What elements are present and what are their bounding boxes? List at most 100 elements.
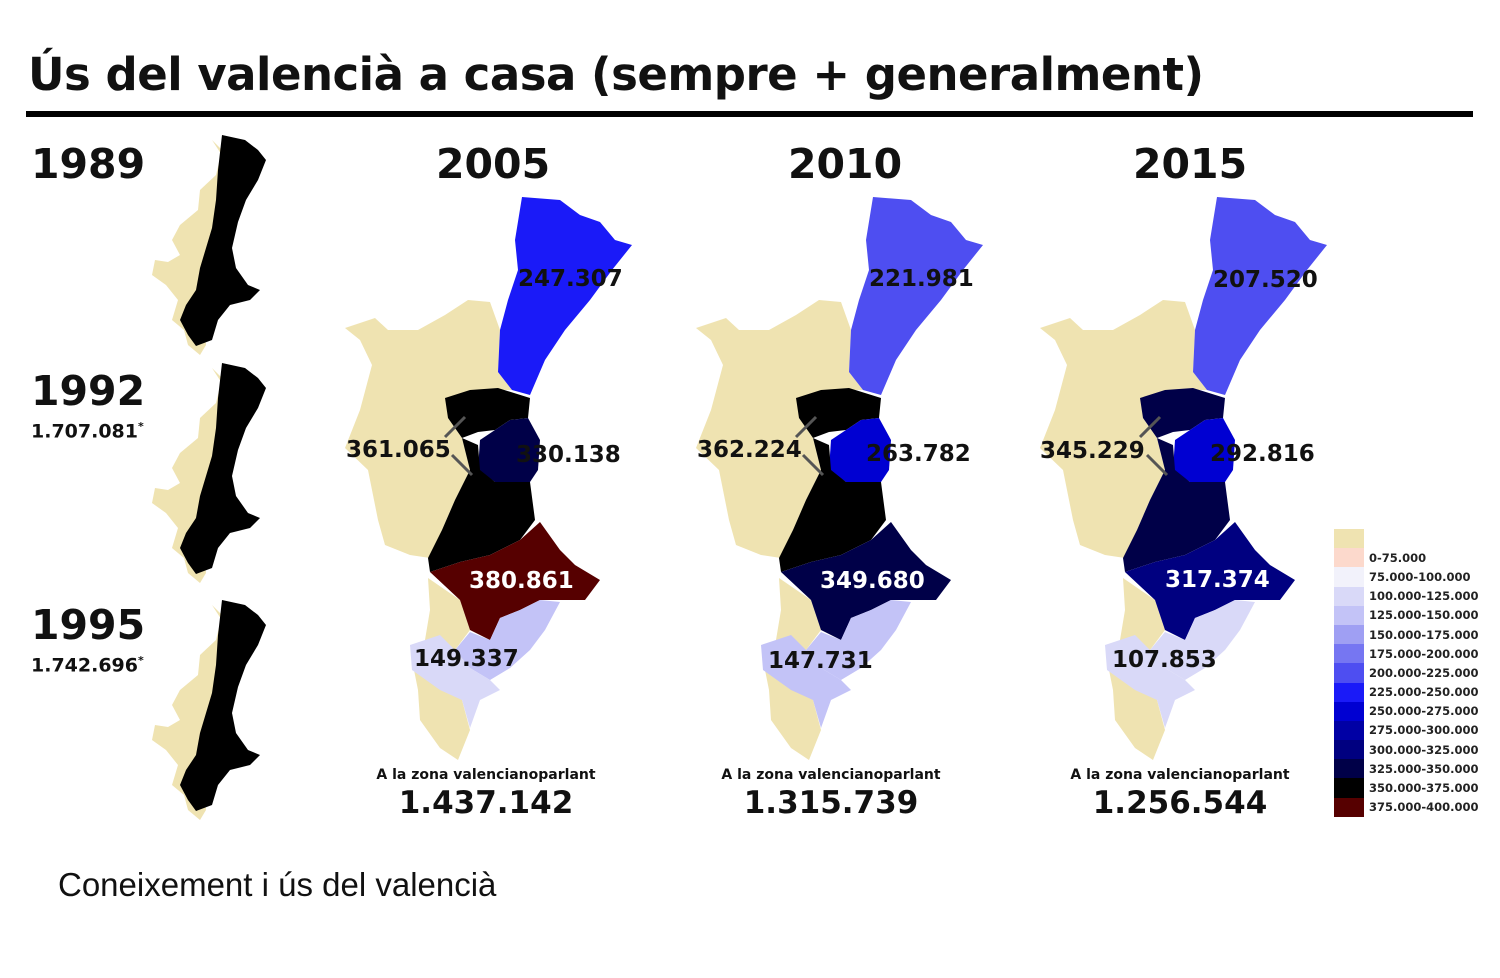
region-north: [849, 197, 983, 395]
legend-swatch: [1334, 644, 1364, 664]
legend-swatch: [1334, 701, 1364, 721]
map-year-2005: 2005: [436, 140, 551, 188]
value-label-2010-alicante: 147.731: [768, 648, 873, 674]
value-label-2015-east: 292.816: [1210, 441, 1315, 467]
region-east: [478, 418, 540, 482]
footer-caption: Coneixement i ús del valencià: [58, 866, 497, 903]
zone-total-2010: 1.315.739: [743, 785, 919, 821]
zone-label-2005: A la zona valencianoparlant: [376, 767, 596, 783]
small-map-1992: [152, 363, 266, 583]
leader-line: [801, 453, 825, 477]
region-east: [829, 418, 891, 482]
value-label-2010-west: 362.224: [697, 437, 802, 463]
zone-total-2005: 1.437.142: [398, 785, 574, 821]
value-label-2015-alicante: 107.853: [1112, 647, 1217, 673]
leader-line: [443, 415, 467, 439]
value-label-2015-south: 317.374: [1165, 567, 1270, 593]
legend-item: 150.000-175.000: [1334, 624, 1479, 645]
zone-label-2010: A la zona valencianoparlant: [721, 767, 941, 783]
legend-label: 275.000-300.000: [1369, 723, 1479, 738]
legend-swatch: [1334, 682, 1364, 702]
region-alicante: [806, 600, 911, 680]
value-label-2005-east: 330.138: [516, 442, 621, 468]
legend-item: 175.000-200.000: [1334, 644, 1479, 664]
legend-item: 350.000-375.000: [1334, 778, 1479, 798]
region-south: [1125, 522, 1295, 640]
legend-item: 275.000-300.000: [1334, 720, 1479, 741]
legend-label: 300.000-325.000: [1369, 742, 1479, 757]
legend-swatch: [1334, 624, 1364, 645]
legend-swatch: [1334, 586, 1364, 606]
region-west-core: [445, 388, 530, 438]
map-2010: [696, 197, 983, 760]
legend-label: 375.000-400.000: [1369, 800, 1479, 815]
value-label-2010-south: 349.680: [820, 568, 925, 594]
leader-line: [450, 453, 474, 477]
small-map-year-1995: 1995: [31, 601, 146, 649]
region-north: [498, 197, 632, 395]
region-castellanoparlant-west: [1040, 300, 1207, 558]
region-south: [781, 522, 951, 640]
small-map-total-1995: 1.742.696*: [31, 654, 144, 677]
legend-swatch: [1334, 605, 1364, 625]
leader-line: [1145, 453, 1169, 477]
legend-swatch: [1334, 797, 1364, 817]
legend-item: 225.000-250.000: [1334, 682, 1479, 702]
legend-label: 0-75.000: [1369, 550, 1427, 565]
legend-swatch: [1334, 529, 1364, 549]
legend-label: 225.000-250.000: [1369, 685, 1479, 700]
zone-label-2015: A la zona valencianoparlant: [1070, 767, 1290, 783]
legend-item: 250.000-275.000: [1334, 701, 1479, 721]
region-vega: [761, 635, 851, 728]
title-underline: [26, 111, 1473, 117]
legend-label: 250.000-275.000: [1369, 704, 1479, 719]
value-label-2005-north: 247.307: [518, 266, 623, 292]
value-label-2005-west: 361.065: [346, 437, 451, 463]
value-label-2015-west: 345.229: [1040, 438, 1145, 464]
legend-item: 200.000-225.000: [1334, 663, 1479, 683]
small-map-total-1992: 1.707.081*: [31, 420, 144, 443]
region-alicante: [455, 600, 560, 680]
legend-swatch: [1334, 759, 1364, 779]
leader-line: [1138, 415, 1162, 439]
legend-item: 300.000-325.000: [1334, 740, 1479, 760]
legend-swatch: [1334, 567, 1364, 587]
small-map-year-1992: 1992: [31, 367, 146, 415]
map-year-2015: 2015: [1133, 140, 1248, 188]
legend-label: 350.000-375.000: [1369, 781, 1479, 796]
legend-label: 100.000-125.000: [1369, 589, 1479, 604]
legend-item: 375.000-400.000: [1334, 797, 1479, 817]
region-east: [1173, 418, 1235, 482]
map-year-2010: 2010: [788, 140, 903, 188]
value-label-2015-north: 207.520: [1213, 267, 1318, 293]
legend-swatch: [1334, 663, 1364, 683]
legend-item: [1334, 529, 1479, 549]
legend-item: 0-75.000: [1334, 548, 1479, 568]
legend-swatch: [1334, 778, 1364, 798]
legend-swatch: [1334, 720, 1364, 741]
legend-label: 150.000-175.000: [1369, 627, 1479, 642]
region-vega: [410, 635, 500, 728]
legend-label: 75.000-100.000: [1369, 569, 1471, 584]
map-legend: 0-75.000 75.000-100.000 100.000-125.000 125…: [1334, 529, 1479, 817]
region-vega: [1105, 635, 1195, 728]
value-label-2010-north: 221.981: [869, 266, 974, 292]
page-title: Ús del valencià a casa (sempre + general…: [28, 48, 1204, 101]
region-alicante: [1150, 600, 1255, 680]
legend-item: 100.000-125.000: [1334, 586, 1479, 606]
legend-label: 175.000-200.000: [1369, 646, 1479, 661]
legend-swatch: [1334, 740, 1364, 760]
region-north: [1193, 197, 1327, 395]
value-label-2010-east: 263.782: [866, 441, 971, 467]
small-map-year-1989: 1989: [31, 140, 146, 188]
region-west-core: [796, 388, 881, 438]
legend-label: 125.000-150.000: [1369, 608, 1479, 623]
legend-swatch: [1334, 548, 1364, 568]
region-castellanoparlant-west: [696, 300, 863, 558]
legend-item: 325.000-350.000: [1334, 759, 1479, 779]
region-middle: [1123, 438, 1230, 572]
region-south: [430, 522, 600, 640]
region-middle: [428, 438, 535, 572]
small-map-1989: [152, 135, 266, 355]
